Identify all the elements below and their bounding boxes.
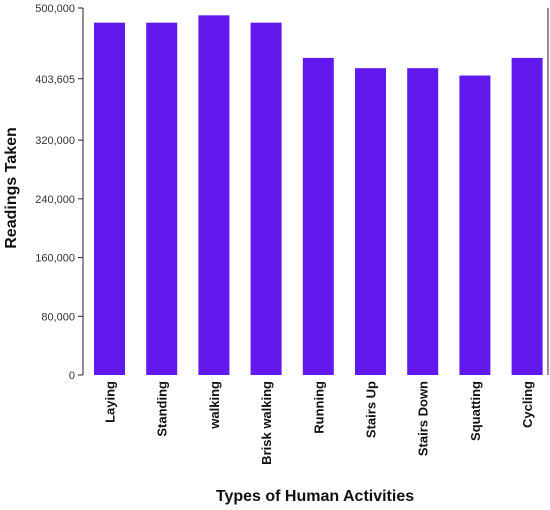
y-tick-label: 500,000	[35, 3, 75, 15]
bar-stairs-down	[407, 68, 439, 376]
x-tick-label: walking	[207, 381, 222, 430]
y-axis: 0 80,000 160,000 240,000 320,000 403,605 500,0…	[35, 3, 549, 382]
bar-walking	[198, 15, 230, 376]
x-tick-label: Brisk walking	[259, 381, 274, 465]
x-tick-label: Cycling	[520, 381, 535, 428]
x-tick-label: Stairs Down	[416, 381, 431, 456]
bar-brisk-walking	[250, 22, 282, 376]
bar-stairs-up	[355, 68, 386, 376]
x-tick-label: Laying	[103, 381, 118, 423]
y-tick-label: 403,605	[35, 74, 75, 86]
y-tick-label: 160,000	[35, 253, 75, 265]
x-tick-label: Running	[311, 381, 326, 434]
x-tick-labels: Laying Standing walking Brisk walking Runnin…	[103, 381, 536, 465]
y-tick-label: 240,000	[35, 194, 75, 206]
x-tick-label: Standing	[155, 381, 170, 437]
bars-group	[94, 15, 543, 376]
x-tick-label: Stairs Up	[364, 381, 379, 438]
y-tick-label: 0	[69, 370, 75, 382]
bar-squatting	[459, 75, 491, 375]
x-tick-label: Squatting	[468, 381, 483, 441]
x-axis-title: Types of Human Activities	[216, 488, 414, 505]
y-tick-label: 320,000	[35, 135, 75, 147]
bar-running	[302, 57, 334, 376]
y-tick-label: 80,000	[41, 311, 75, 323]
y-axis-title: Readings Taken	[3, 127, 20, 249]
bar-standing	[146, 22, 178, 376]
bar-cycling	[511, 57, 543, 376]
bar-laying	[94, 22, 125, 376]
